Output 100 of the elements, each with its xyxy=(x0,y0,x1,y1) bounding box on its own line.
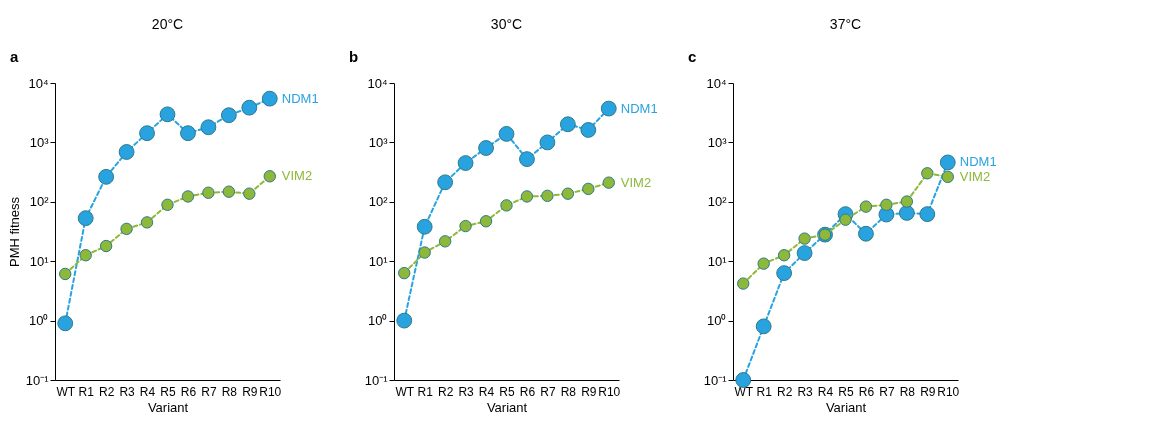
point xyxy=(519,151,535,168)
point xyxy=(220,107,237,124)
x-tick-label: WT xyxy=(734,384,754,399)
point xyxy=(77,210,94,227)
x-tick-label: R7 xyxy=(540,384,556,399)
x-tick-label: R5 xyxy=(160,384,176,399)
point xyxy=(120,222,133,236)
x-tick-label: WT xyxy=(56,384,76,399)
x-tick-label: R4 xyxy=(817,384,834,399)
point xyxy=(99,239,113,253)
x-tick-label: R10 xyxy=(937,384,960,399)
x-tick-label: R1 xyxy=(78,384,95,399)
x-tick-label: R7 xyxy=(879,384,895,399)
point xyxy=(858,225,874,242)
y-tick-label: 10⁴ xyxy=(706,75,727,91)
point xyxy=(418,246,431,259)
x-tick-label: R9 xyxy=(920,384,936,399)
point xyxy=(398,266,411,280)
point xyxy=(602,176,615,189)
y-tick-label: 10⁴ xyxy=(367,75,388,91)
series-label: NDM1 xyxy=(959,154,997,170)
point xyxy=(582,182,595,196)
x-tick-label: R5 xyxy=(499,384,515,399)
point xyxy=(202,186,215,199)
x-axis-title: Variant xyxy=(486,399,528,415)
y-tick-label: 10⁻¹ xyxy=(25,372,50,388)
y-tick-label: 10² xyxy=(707,194,728,210)
y-axis-title: PMH fitness xyxy=(6,196,22,268)
point xyxy=(755,318,772,335)
point xyxy=(222,185,236,198)
point xyxy=(580,122,597,138)
y-tick-label: 10⁰ xyxy=(368,313,388,329)
series-label: NDM1 xyxy=(281,90,319,106)
x-tick-label: R10 xyxy=(259,384,282,399)
x-tick-label: R6 xyxy=(858,384,875,399)
point xyxy=(919,206,936,223)
point xyxy=(438,235,452,248)
x-tick-label: R4 xyxy=(139,384,156,399)
y-tick-label: 10⁻¹ xyxy=(703,372,728,388)
chart-title: 30°C xyxy=(490,16,523,32)
point xyxy=(180,125,196,142)
point xyxy=(459,219,472,233)
x-tick-label: R2 xyxy=(437,384,454,399)
x-tick-label: R4 xyxy=(478,384,495,399)
x-tick-label: R9 xyxy=(242,384,258,399)
point xyxy=(396,312,413,329)
y-tick-label: 10¹ xyxy=(707,253,728,269)
point xyxy=(139,125,155,142)
x-axis-title: Variant xyxy=(825,399,867,415)
point xyxy=(798,232,811,245)
y-tick-label: 10³ xyxy=(29,134,50,150)
point xyxy=(541,189,554,203)
point xyxy=(539,134,556,151)
x-tick-label: R2 xyxy=(776,384,793,399)
series-label: VIM2 xyxy=(620,174,652,190)
series-label: VIM2 xyxy=(281,168,313,184)
point xyxy=(479,215,493,228)
point xyxy=(118,144,135,160)
x-tick-label: R7 xyxy=(201,384,217,399)
point xyxy=(776,265,793,282)
point xyxy=(737,277,750,290)
point xyxy=(437,174,454,191)
point xyxy=(880,198,893,211)
y-tick-label: 10⁰ xyxy=(707,313,727,329)
x-tick-label: R6 xyxy=(180,384,197,399)
point xyxy=(600,100,617,117)
x-tick-label: R10 xyxy=(598,384,621,399)
y-tick-label: 10² xyxy=(29,194,50,210)
point xyxy=(263,170,276,183)
x-tick-label: R9 xyxy=(581,384,597,399)
point xyxy=(520,190,534,203)
x-tick-label: R1 xyxy=(756,384,773,399)
point xyxy=(757,257,770,270)
point xyxy=(559,116,576,133)
point xyxy=(241,99,258,116)
x-tick-label: R8 xyxy=(221,384,238,399)
text: b xyxy=(349,48,359,65)
x-tick-label: R1 xyxy=(417,384,434,399)
x-tick-label: R8 xyxy=(560,384,577,399)
chart-title: 37°C xyxy=(829,16,862,32)
x-tick-label: WT xyxy=(395,384,415,399)
point xyxy=(200,119,217,136)
point xyxy=(416,218,433,235)
x-tick-label: R5 xyxy=(838,384,854,399)
point xyxy=(941,170,954,184)
x-tick-label: R2 xyxy=(98,384,115,399)
point xyxy=(140,216,154,229)
point xyxy=(478,140,494,156)
y-tick-label: 10¹ xyxy=(368,253,389,269)
x-tick-label: R3 xyxy=(119,384,136,399)
point xyxy=(796,245,813,261)
y-tick-label: 10³ xyxy=(707,134,728,150)
y-tick-label: 10⁻¹ xyxy=(364,372,389,388)
x-axis-title: Variant xyxy=(147,399,189,415)
point xyxy=(98,168,115,185)
point xyxy=(839,213,852,226)
series-label: NDM1 xyxy=(620,100,658,116)
point xyxy=(735,372,752,388)
text: a xyxy=(10,48,19,65)
y-tick-label: 10⁴ xyxy=(28,75,49,91)
